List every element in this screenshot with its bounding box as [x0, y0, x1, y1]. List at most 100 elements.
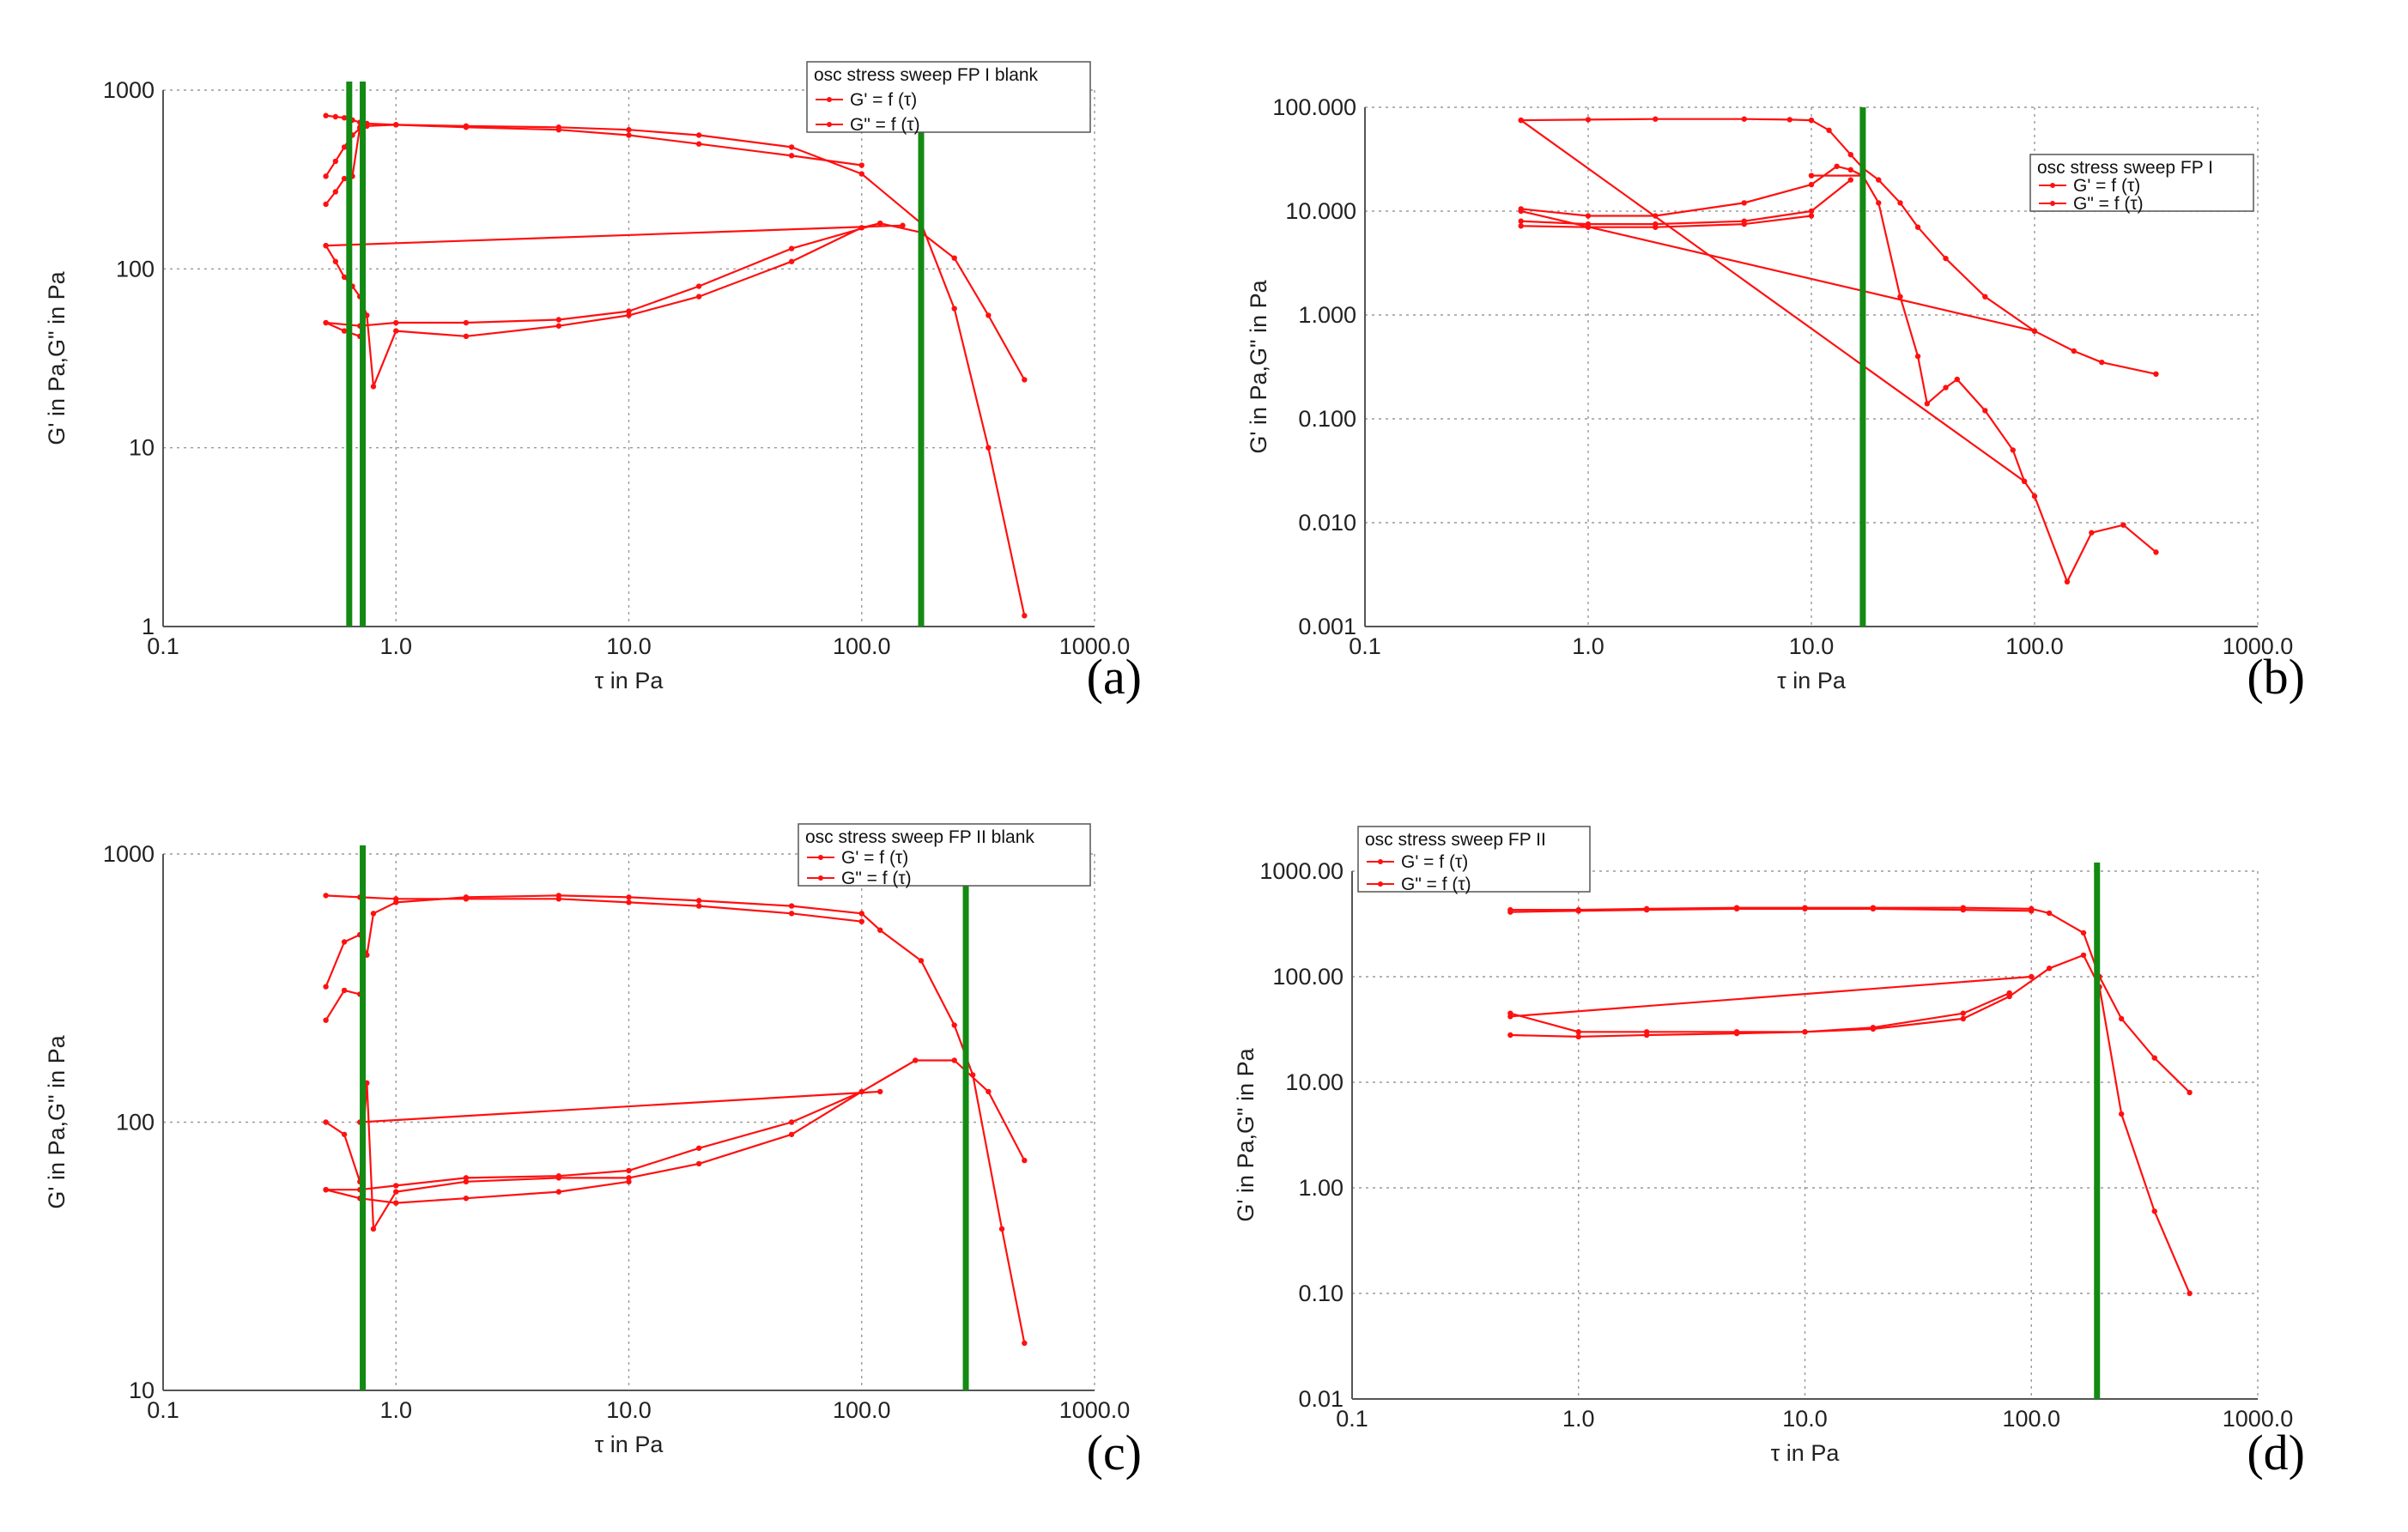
data-point — [1022, 613, 1028, 619]
data-point — [1808, 213, 1815, 219]
data-point — [1897, 294, 1903, 300]
data-point — [1943, 255, 1949, 262]
data-point — [877, 927, 883, 933]
data-point — [2099, 359, 2105, 366]
data-point — [1653, 116, 1659, 122]
data-point — [1741, 221, 1747, 227]
data-point — [2031, 328, 2038, 334]
data-point — [1741, 116, 1747, 122]
series-line — [1510, 954, 2191, 1294]
data-point — [2089, 530, 2095, 536]
panel-label: (d) — [2247, 1425, 2305, 1481]
data-point — [1733, 1030, 1740, 1037]
data-point — [1507, 1014, 1513, 1020]
legend-entry: G" = f (τ) — [841, 869, 912, 888]
x-tick-label: 100.0 — [833, 633, 891, 659]
data-point — [1808, 208, 1815, 215]
x-tick-label: 0.1 — [1336, 1406, 1368, 1432]
data-point — [323, 201, 329, 208]
data-point — [788, 258, 795, 264]
data-point — [463, 1175, 470, 1181]
data-point — [1924, 401, 1931, 407]
data-point — [695, 1145, 702, 1151]
data-point — [1585, 117, 1592, 123]
y-axis-label: G' in Pa,G" in Pa — [44, 270, 70, 445]
data-point — [1876, 177, 1882, 183]
data-point — [1802, 905, 1808, 912]
data-point — [986, 312, 992, 318]
data-point — [695, 898, 702, 904]
legend-title: osc stress sweep FP I — [2037, 158, 2213, 178]
data-point — [1575, 1029, 1581, 1035]
data-point — [626, 1175, 632, 1181]
data-point — [2046, 910, 2053, 917]
data-point — [913, 1057, 919, 1063]
y-tick-label: 10.00 — [1285, 1069, 1344, 1095]
legend-marker — [2050, 183, 2055, 188]
x-axis-label: τ in Pa — [1777, 668, 1847, 693]
data-point — [1022, 377, 1028, 383]
data-point — [626, 899, 632, 905]
data-point — [626, 312, 632, 318]
data-point — [1876, 200, 1882, 206]
y-tick-label: 100 — [116, 1110, 155, 1135]
data-point — [2119, 1111, 2125, 1117]
data-point — [1808, 173, 1815, 179]
data-point — [393, 328, 399, 334]
legend-marker — [2050, 201, 2055, 206]
data-point — [1802, 1029, 1808, 1035]
legend-entry: G' = f (τ) — [850, 90, 917, 110]
legend-entry: G' = f (τ) — [841, 848, 908, 868]
data-point — [393, 319, 399, 326]
data-point — [1518, 223, 1524, 229]
data-point — [788, 245, 795, 251]
series-line — [325, 224, 903, 247]
data-point — [323, 984, 329, 990]
legend-marker — [827, 97, 832, 102]
data-point — [323, 893, 329, 899]
data-point — [1870, 1025, 1877, 1031]
series-line — [325, 894, 862, 923]
y-tick-label: 0.10 — [1298, 1281, 1344, 1306]
data-point — [393, 122, 399, 128]
data-point — [1518, 218, 1524, 224]
y-tick-label: 100.00 — [1272, 964, 1344, 990]
x-tick-label: 0.1 — [147, 633, 179, 659]
legend-box — [798, 823, 1091, 887]
data-point — [1826, 127, 1832, 134]
y-axis-label: G' in Pa,G" in Pa — [1246, 279, 1271, 453]
data-point — [323, 242, 329, 249]
series-line — [325, 222, 881, 327]
data-point — [2151, 1055, 2157, 1061]
y-tick-label: 1 — [142, 614, 155, 639]
data-point — [341, 987, 348, 994]
y-tick-label: 1.00 — [1298, 1175, 1344, 1201]
series-line — [1520, 118, 2156, 375]
y-tick-label: 10 — [129, 1378, 155, 1403]
data-point — [463, 1178, 470, 1185]
x-tick-label: 1000.0 — [2223, 633, 2294, 659]
legend-box — [2029, 154, 2254, 212]
data-point — [2080, 929, 2087, 936]
y-tick-label: 10.000 — [1285, 198, 1356, 224]
x-axis-label: τ in Pa — [595, 1432, 664, 1457]
series-line — [1520, 209, 2035, 332]
data-point — [2153, 549, 2159, 555]
data-point — [2153, 371, 2159, 378]
data-point — [1960, 906, 1967, 913]
data-point — [858, 162, 864, 168]
data-point — [370, 1226, 377, 1232]
data-point — [1847, 177, 1853, 183]
data-point — [555, 323, 562, 329]
data-point — [370, 384, 377, 390]
x-tick-label: 10.0 — [1782, 1406, 1828, 1432]
data-point — [788, 903, 795, 909]
x-tick-label: 1.0 — [1572, 633, 1604, 659]
data-point — [788, 144, 795, 150]
data-point — [370, 911, 377, 917]
data-point — [1808, 117, 1815, 124]
panel-label: (b) — [2247, 649, 2305, 705]
legend-entry: G' = f (τ) — [1401, 852, 1468, 872]
y-tick-label: 0.01 — [1298, 1386, 1344, 1412]
data-point — [341, 1131, 348, 1137]
